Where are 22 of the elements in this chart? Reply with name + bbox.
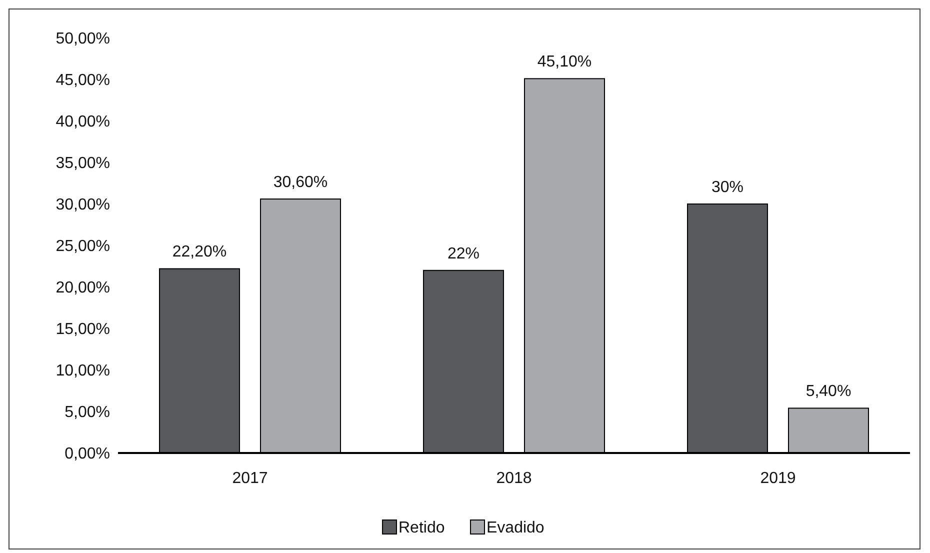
y-tick-label: 25,00% (56, 238, 110, 256)
x-tick-label: 2019 (760, 470, 796, 487)
data-label: 30,60% (273, 174, 328, 192)
x-tick-label: 2018 (496, 470, 532, 487)
y-tick-label: 5,00% (64, 404, 110, 422)
y-tick-label: 35,00% (56, 155, 110, 172)
legend-label: Retido (398, 520, 445, 537)
data-label: 22,20% (172, 244, 227, 261)
legend-label: Evadido (486, 520, 544, 537)
y-tick-label: 0,00% (64, 446, 110, 463)
y-tick-label: 45,00% (56, 72, 110, 90)
y-tick-label: 30,00% (56, 196, 110, 214)
y-tick-label: 40,00% (56, 114, 110, 131)
y-tick-label: 20,00% (56, 280, 110, 297)
data-label: 5,40% (806, 383, 852, 400)
data-label: 30% (711, 179, 744, 196)
data-label: 22% (447, 245, 480, 262)
data-label: 45,10% (537, 54, 592, 71)
x-tick-label: 2017 (232, 470, 268, 487)
y-tick-label: 15,00% (56, 321, 110, 338)
y-tick-label: 50,00% (56, 30, 110, 48)
y-tick-label: 10,00% (56, 362, 110, 380)
